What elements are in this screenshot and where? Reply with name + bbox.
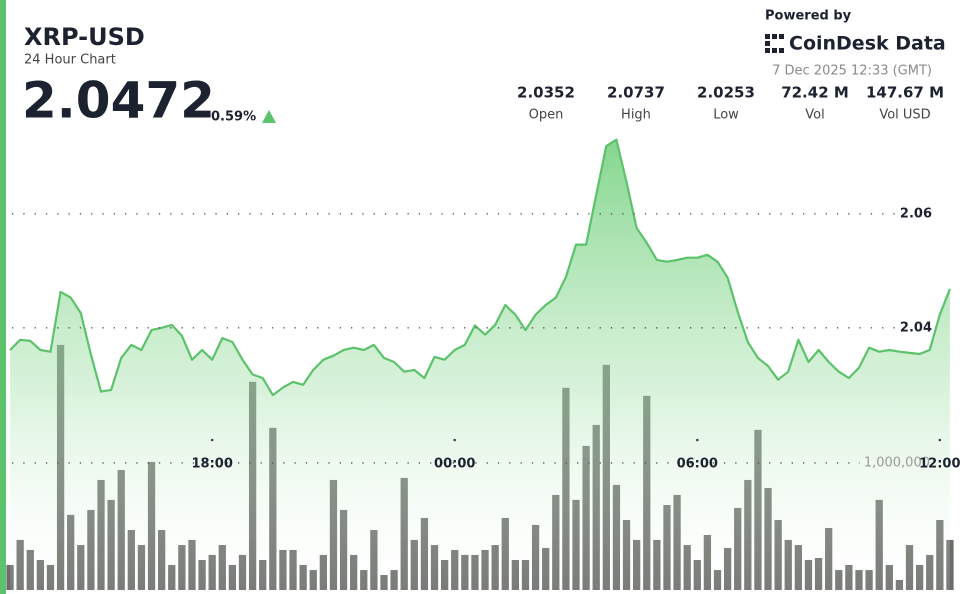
stat-label: Low: [713, 108, 739, 123]
up-arrow: [262, 110, 276, 123]
y2-tick-label: 1,000,000: [864, 455, 930, 470]
x-tick-label: 06:00: [677, 457, 718, 472]
accent-bar: [0, 0, 6, 594]
y-tick-label: 2.04: [900, 320, 932, 335]
stats: 2.0352 Open 2.0737 High 2.0253 Low 72.42 M Vol 1…: [517, 84, 944, 123]
price-line: [9, 138, 951, 397]
stat-label: Vol USD: [879, 108, 930, 123]
stat-value: 2.0737: [607, 84, 665, 102]
title: XRP-USD: [24, 23, 145, 51]
x-tick-label: 18:00: [191, 457, 232, 472]
price: 2.0472: [22, 72, 215, 130]
volume-bar: [6, 564, 14, 590]
change: 0.59%: [211, 110, 256, 125]
powered-by: Powered by: [765, 9, 852, 24]
x-tick-dot: [210, 438, 214, 442]
stat-value: 72.42 M: [781, 84, 849, 102]
x-tick-dot: [695, 438, 699, 442]
y-tick-label: 2.06: [900, 206, 932, 221]
stat-label: Vol: [805, 108, 824, 123]
brand: CoinDesk Data: [789, 33, 946, 55]
plot: 2.04 2.06 1,000,000 18:00 00:00 06:00 12:00: [6, 138, 960, 590]
x-tick-label: 00:00: [434, 457, 475, 472]
stat-value: 147.67 M: [866, 84, 944, 102]
stat-label: High: [621, 108, 651, 123]
stat-label: Open: [529, 108, 564, 123]
price-area: [10, 139, 950, 590]
volume-bar: [946, 539, 954, 590]
x-tick-label: 12:00: [919, 457, 960, 472]
timestamp: 7 Dec 2025 12:33 (GMT): [772, 64, 932, 79]
x-tick-dot: [938, 438, 942, 442]
brand-logo: [765, 34, 784, 53]
stat-value: 2.0253: [697, 84, 755, 102]
x-tick-dot: [453, 438, 457, 442]
subtitle: 24 Hour Chart: [24, 53, 116, 68]
stat-value: 2.0352: [517, 84, 575, 102]
